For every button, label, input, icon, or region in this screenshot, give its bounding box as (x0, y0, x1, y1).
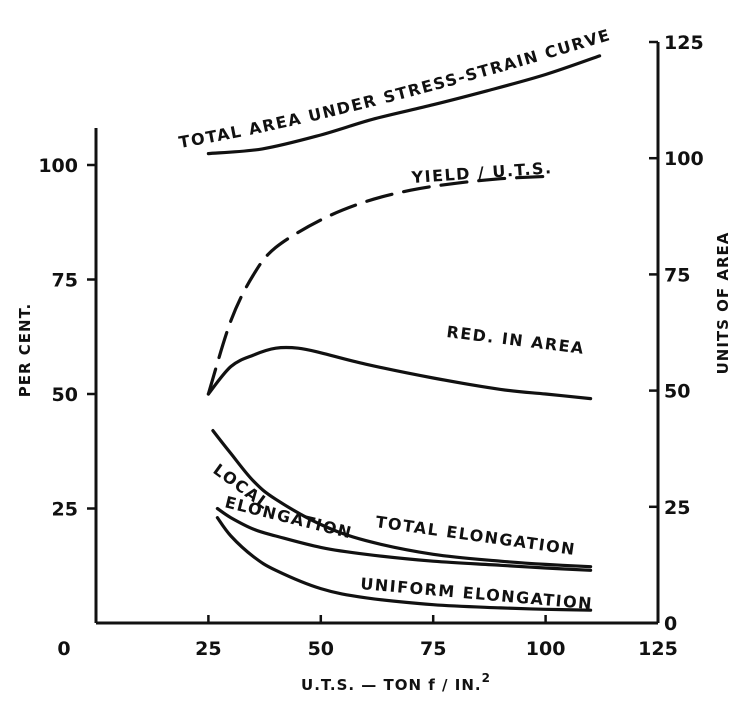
x-tick-label: 50 (308, 638, 334, 660)
curves (206, 54, 602, 612)
y-right-tick-label: 75 (664, 264, 690, 286)
y-right-tick-label: 25 (664, 497, 690, 519)
x-axis-title-sup: 2 (482, 671, 491, 685)
label-total-area-text: TOTAL AREA UNDER STRESS-STRAIN CURVE (177, 25, 611, 152)
axis-titles: U.T.S. — TON f / IN.2 PER CENT. UNITS OF… (16, 232, 732, 694)
series-line-total-area-under-stress-strain-curve (206, 54, 602, 156)
x-tick-label: 125 (638, 638, 678, 660)
y-right-tick-label: 50 (664, 381, 690, 403)
y-right-tick-label: 0 (664, 613, 677, 635)
axes (94, 42, 660, 625)
series-line-uniform-elongation (215, 516, 593, 612)
label-total-elongation: TOTAL ELONGATION (374, 512, 577, 559)
series-line-red-in-area (206, 345, 593, 401)
y-left-tick-label: 100 (38, 155, 78, 177)
series-line-local-elongation (215, 506, 593, 572)
x-tick-label: 25 (195, 638, 221, 660)
y-left-tick-label: 25 (52, 499, 78, 521)
label-total-area: TOTAL AREA UNDER STRESS-STRAIN CURVE (177, 25, 613, 152)
label-red-area: RED. IN AREA (446, 322, 586, 358)
x-axis-title: U.T.S. — TON f / IN.2 (301, 671, 491, 694)
y-left-tick-label: 75 (52, 270, 78, 292)
x-tick-label: 100 (526, 638, 566, 660)
series-line-total-elongation (211, 429, 593, 569)
tick-labels: 0 25 50 75 100 125 25 50 75 100 0 25 50 75 100 125 (38, 32, 703, 660)
y-right-tick-label: 100 (664, 148, 704, 170)
y-axis-title-right: UNITS OF AREA (714, 232, 732, 375)
label-elongation: ELONGATION (223, 492, 354, 542)
x-tick-label: 0 (57, 638, 70, 660)
series-line-yield-u-t-s (206, 174, 548, 396)
tick-marks (87, 40, 658, 623)
x-tick-label: 75 (420, 638, 446, 660)
y-left-tick-label: 50 (52, 384, 78, 406)
x-axis-title-text: U.T.S. — TON f / IN. (301, 676, 482, 694)
y-axis-title-left: PER CENT. (16, 303, 34, 397)
y-right-tick-label: 125 (664, 32, 704, 54)
label-yield: YIELD / U.T.S. (410, 158, 553, 187)
